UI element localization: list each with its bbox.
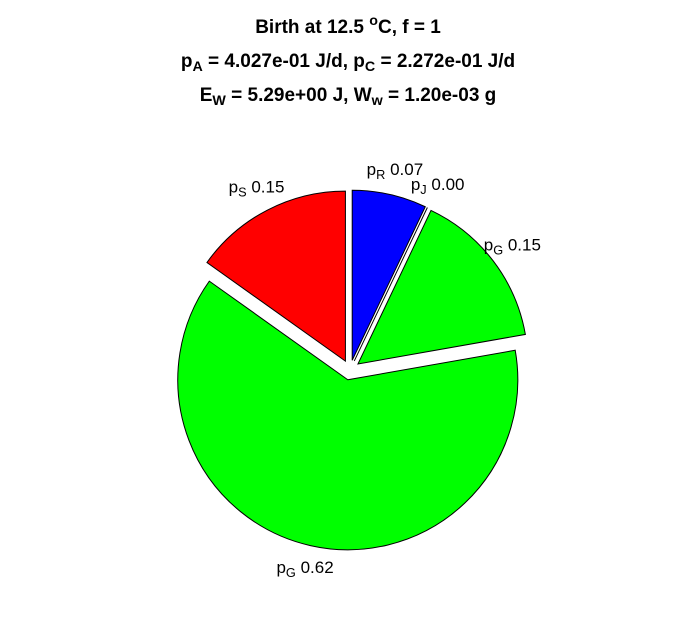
value-label: 0.15 [508, 236, 541, 255]
text-part: p [367, 160, 376, 179]
subscript: A [192, 59, 202, 75]
text-part: = 1.20e-03 g [383, 85, 497, 106]
pie-slice [206, 190, 346, 363]
text-part: p [181, 51, 193, 72]
pie-slice [357, 209, 526, 365]
text-part: E [200, 85, 213, 106]
pie-slice [351, 189, 426, 361]
subscript: G [286, 565, 296, 580]
subscript: S [238, 185, 247, 200]
chart-title: pA = 4.027e-01 J/d, pC = 2.272e-01 J/d [181, 51, 515, 75]
subscript: w [371, 93, 384, 109]
chart-title: Birth at 12.5 oC, f = 1 [255, 13, 441, 38]
text-part: p [276, 558, 285, 577]
text-part: C, f = 1 [378, 17, 441, 38]
slice-label: pR 0.07 [367, 160, 424, 181]
text-part: = 4.027e-01 J/d, p [203, 51, 365, 72]
slice-label: pJ 0.00 [411, 175, 465, 196]
subscript: C [365, 59, 375, 75]
value-label: 0.00 [431, 175, 464, 194]
text-part: p [411, 175, 420, 194]
subscript: R [376, 167, 385, 182]
pie-slice [177, 280, 519, 551]
text-part: = 5.29e+00 J, W [226, 85, 372, 106]
value-label: 0.62 [301, 558, 334, 577]
chart-title: EW = 5.29e+00 J, Ww = 1.20e-03 g [200, 85, 497, 109]
text-part: p [484, 236, 493, 255]
value-label: 0.15 [251, 178, 284, 197]
text-part: = 2.272e-01 J/d [375, 51, 515, 72]
subscript: W [212, 93, 226, 109]
text-part: Birth at 12.5 [255, 17, 369, 38]
slice-label: pG 0.15 [484, 236, 541, 257]
superscript: o [369, 13, 378, 29]
value-label: 0.07 [390, 160, 423, 179]
subscript: J [420, 182, 426, 197]
slice-label: pG 0.62 [276, 558, 333, 579]
text-part: p [229, 178, 238, 197]
slice-label: pS 0.15 [229, 178, 285, 199]
subscript: G [493, 242, 503, 257]
